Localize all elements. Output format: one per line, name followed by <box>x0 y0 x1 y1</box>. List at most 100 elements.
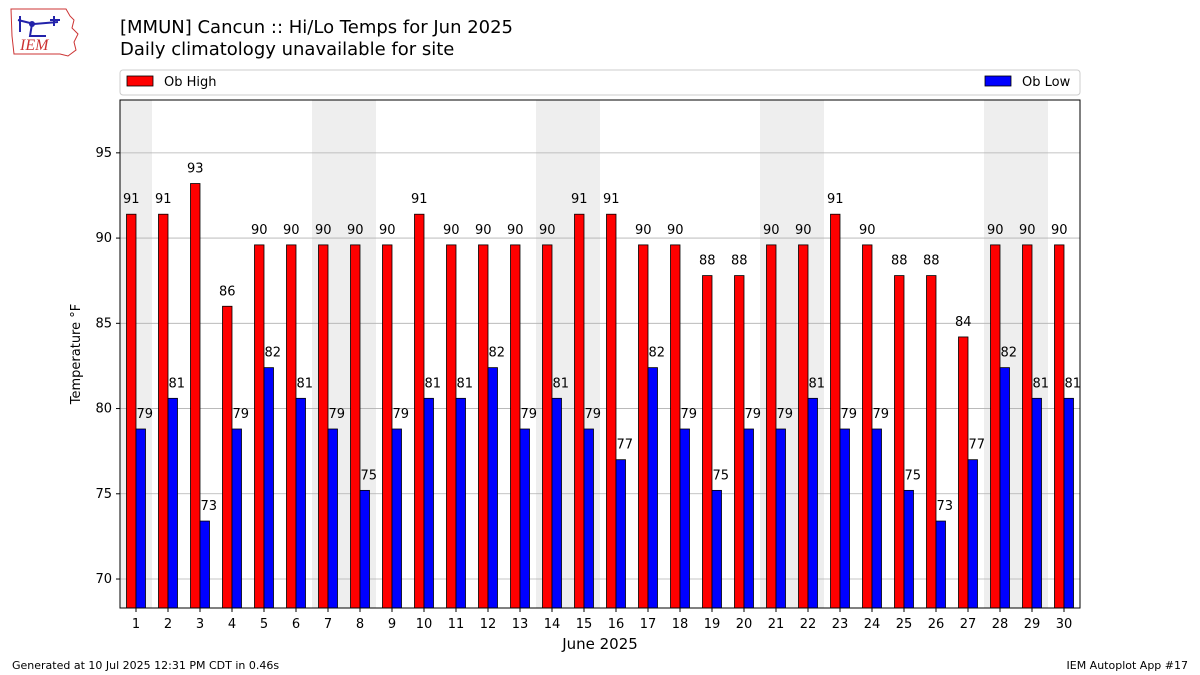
x-tick-label: 13 <box>512 617 529 632</box>
legend-swatch-low <box>984 75 1012 87</box>
x-tick-label: 19 <box>704 617 721 632</box>
x-tick-label: 26 <box>928 617 945 632</box>
high-value-label: 86 <box>219 284 236 299</box>
low-bar <box>903 489 914 609</box>
high-bar <box>734 275 745 609</box>
low-bar <box>1063 397 1074 609</box>
high-bar <box>318 244 329 609</box>
x-tick-label: 5 <box>260 617 268 632</box>
low-value-label: 79 <box>136 407 153 422</box>
high-bar <box>926 275 937 609</box>
low-value-label: 79 <box>840 407 857 422</box>
x-tick-label: 12 <box>480 617 497 632</box>
low-value-label: 75 <box>904 468 921 483</box>
high-bar <box>446 244 457 609</box>
x-tick-label: 27 <box>960 617 977 632</box>
low-bar <box>487 367 498 609</box>
low-value-label: 81 <box>296 376 313 391</box>
low-value-label: 81 <box>808 376 825 391</box>
x-tick-label: 22 <box>800 617 817 632</box>
x-tick-label: 10 <box>416 617 433 632</box>
low-bar <box>167 397 178 609</box>
legend-label-low: Ob Low <box>1022 75 1071 90</box>
legend-box <box>119 69 1081 96</box>
low-value-label: 82 <box>264 346 281 361</box>
low-bar <box>263 367 274 609</box>
low-value-label: 73 <box>200 499 217 514</box>
high-bar <box>158 213 169 609</box>
high-value-label: 90 <box>539 223 556 238</box>
x-tick-label: 16 <box>608 617 625 632</box>
high-bar <box>670 244 681 609</box>
low-value-label: 73 <box>936 499 953 514</box>
high-value-label: 91 <box>827 192 844 207</box>
generated-note: Generated at 10 Jul 2025 12:31 PM CDT in… <box>12 659 280 672</box>
low-bar <box>583 428 594 609</box>
low-bar <box>871 428 882 609</box>
low-value-label: 75 <box>360 468 377 483</box>
x-tick-label: 29 <box>1024 617 1041 632</box>
high-bar <box>478 244 489 609</box>
high-bar <box>702 275 713 609</box>
legend-label-high: Ob High <box>164 75 217 90</box>
x-tick-label: 3 <box>196 617 204 632</box>
high-value-label: 90 <box>635 223 652 238</box>
x-tick-label: 18 <box>672 617 689 632</box>
low-bar <box>839 428 850 609</box>
x-tick-label: 24 <box>864 617 881 632</box>
x-tick-label: 6 <box>292 617 300 632</box>
high-value-label: 90 <box>283 223 300 238</box>
x-tick-label: 2 <box>164 617 172 632</box>
x-tick-label: 9 <box>388 617 396 632</box>
x-tick-label: 23 <box>832 617 849 632</box>
low-bar <box>999 367 1010 609</box>
high-value-label: 91 <box>411 192 428 207</box>
high-bar <box>190 183 201 609</box>
low-bar <box>519 428 530 609</box>
low-value-label: 79 <box>776 407 793 422</box>
low-value-label: 81 <box>1064 376 1081 391</box>
high-value-label: 90 <box>667 223 684 238</box>
x-tick-label: 30 <box>1056 617 1073 632</box>
low-bar <box>359 489 370 609</box>
high-bar <box>862 244 873 609</box>
high-value-label: 84 <box>955 315 972 330</box>
high-value-label: 88 <box>731 254 748 269</box>
x-tick-label: 4 <box>228 617 236 632</box>
x-tick-label: 17 <box>640 617 657 632</box>
x-tick-label: 1 <box>132 617 140 632</box>
low-value-label: 81 <box>552 376 569 391</box>
low-value-label: 81 <box>168 376 185 391</box>
low-bar <box>647 367 658 609</box>
high-value-label: 90 <box>379 223 396 238</box>
high-bar <box>510 244 521 609</box>
low-value-label: 81 <box>1032 376 1049 391</box>
low-value-label: 77 <box>616 438 633 453</box>
high-value-label: 90 <box>475 223 492 238</box>
app-note: IEM Autoplot App #17 <box>1066 659 1189 672</box>
low-bar <box>679 428 690 609</box>
low-value-label: 82 <box>1000 346 1017 361</box>
high-bar <box>638 244 649 609</box>
x-tick-label: 20 <box>736 617 753 632</box>
y-tick-label: 95 <box>95 146 112 161</box>
high-value-label: 90 <box>795 223 812 238</box>
legend-swatch-high <box>126 75 154 87</box>
y-tick-label: 75 <box>95 487 112 502</box>
low-bar <box>231 428 242 609</box>
high-bar <box>126 213 137 609</box>
x-tick-label: 25 <box>896 617 913 632</box>
low-bar <box>711 489 722 609</box>
high-value-label: 88 <box>923 254 940 269</box>
low-bar <box>807 397 818 609</box>
high-value-label: 90 <box>347 223 364 238</box>
high-value-label: 91 <box>155 192 172 207</box>
low-bar <box>967 459 978 609</box>
y-axis-label: Temperature °F <box>69 304 84 405</box>
low-value-label: 79 <box>680 407 697 422</box>
high-value-label: 90 <box>1019 223 1036 238</box>
high-bar <box>350 244 361 609</box>
low-value-label: 79 <box>392 407 409 422</box>
high-value-label: 88 <box>699 254 716 269</box>
